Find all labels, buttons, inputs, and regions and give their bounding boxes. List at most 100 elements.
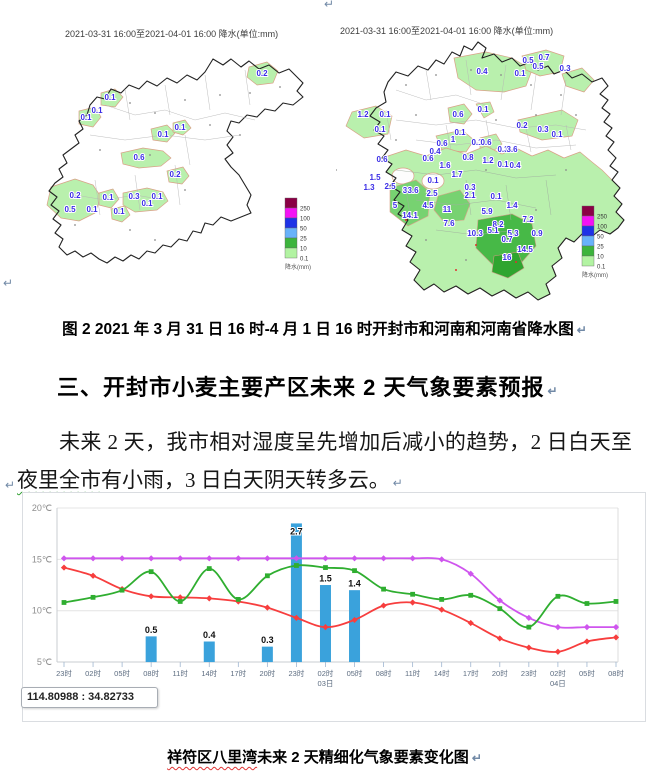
left-map-value-labels: 0.10.10.10.10.10.20.60.20.5 0.10.1 0.30.10… [63,68,269,217]
svg-text:0.7: 0.7 [501,235,513,244]
svg-text:2.1: 2.1 [464,191,476,200]
henan-precip-map: 2021-03-31 16:00至2021-04-01 16:00 降水(单位:… [336,25,625,301]
forecast-paragraph: 未来 2 天，我市相对湿度呈先增加后减小的趋势，2 日白天至夜里全市有小雨，3 … [17,423,632,502]
svg-text:7.6: 7.6 [443,219,455,228]
svg-text:0.1: 0.1 [471,138,483,147]
svg-text:0.3: 0.3 [497,145,509,154]
left-map-county-lines [74,69,256,216]
svg-text:3.6: 3.6 [506,145,518,154]
weather-chart-canvas: 20℃ 15℃ 10℃ 5℃ 23时 02时 05时 08时 11时 14时 17时 20时 23时 02… [32,503,625,688]
svg-text:0.1: 0.1 [141,199,153,208]
svg-text:03日: 03日 [318,679,334,688]
svg-text:降水(mm): 降水(mm) [582,271,608,279]
svg-text:0.3: 0.3 [128,192,140,201]
svg-text:0.1: 0.1 [551,130,563,139]
chart-caption: 祥符区八里湾未来 2 天精细化气象要素变化图 ↵ [0,746,649,767]
svg-text:0.5: 0.5 [532,62,544,71]
paragraph-mark: ↵ [392,476,403,490]
section-heading-text: 三、开封市小麦主要产区未来 2 天气象要素预报 [57,375,545,401]
svg-text:降水(mm): 降水(mm) [285,263,311,271]
svg-text:0.3: 0.3 [537,125,549,134]
svg-text:0.1: 0.1 [597,265,606,271]
svg-text:0.5: 0.5 [522,56,534,65]
svg-text:0.6: 0.6 [133,153,145,162]
svg-text:0.3: 0.3 [559,64,571,73]
svg-text:0.4: 0.4 [509,161,521,170]
svg-text:14.5: 14.5 [517,245,533,254]
svg-text:1.5: 1.5 [369,173,381,182]
svg-text:5.1: 5.1 [487,226,499,235]
svg-text:0.4: 0.4 [476,67,488,76]
svg-text:0.5: 0.5 [145,625,158,635]
svg-text:0.1: 0.1 [490,192,502,201]
svg-text:0.2: 0.2 [169,170,181,179]
svg-text:23时: 23时 [288,668,304,678]
svg-text:100: 100 [597,225,608,231]
svg-text:1.7: 1.7 [451,170,463,179]
svg-text:20℃: 20℃ [32,503,52,513]
svg-text:4.5: 4.5 [422,201,434,210]
svg-text:04日: 04日 [550,679,566,688]
right-map-county-lines-south [395,169,557,236]
paragraph-mark: ↵ [5,478,16,492]
svg-text:10℃: 10℃ [32,606,52,616]
paragraph-mark: ↵ [324,0,335,11]
svg-text:0.6: 0.6 [376,155,388,164]
right-map-value-labels: 0.5 0.70.5 0.30.10.41.2 0.10.10.60.10.2 0.30… [356,52,572,263]
svg-text:23时: 23时 [56,668,72,678]
svg-text:17时: 17时 [230,668,246,678]
right-map-boundary [369,41,625,301]
svg-text:08时: 08时 [608,668,624,678]
svg-text:0.1: 0.1 [300,257,309,263]
svg-text:11: 11 [443,205,452,214]
forecast-text-spellcheck: 夜里全市 [17,468,101,492]
svg-text:11时: 11时 [173,668,189,678]
svg-text:3: 3 [403,186,408,195]
kaifeng-precip-map: 2021-03-31 16:00至2021-04-01 16:00 降水(单位:… [46,28,311,271]
svg-text:2.5: 2.5 [384,182,396,191]
svg-text:05时: 05时 [114,668,130,678]
svg-text:100: 100 [300,217,311,223]
svg-text:250: 250 [597,215,608,221]
svg-text:0.7: 0.7 [538,53,550,62]
paragraph-mark: ↵ [3,276,14,290]
svg-text:50: 50 [597,235,604,241]
svg-text:5.3: 5.3 [507,229,519,238]
svg-text:14时: 14时 [434,668,450,678]
svg-text:1.2: 1.2 [482,156,494,165]
svg-text:10: 10 [300,247,307,253]
svg-text:14.1: 14.1 [402,211,418,220]
right-map-place-dots [336,69,577,271]
left-map-title: 2021-03-31 16:00至2021-04-01 16:00 降水(单位:… [65,28,278,39]
left-map-legend: 250 100 50 25 10 0.1降水(mm) [284,197,311,271]
section-heading: 三、开封市小麦主要产区未来 2 天气象要素预报 ↵ [57,370,559,402]
svg-text:25: 25 [597,245,604,251]
precipitation-maps-figure: 2021-03-31 16:00至2021-04-01 16:00 降水(单位:… [0,0,649,301]
svg-text:0.4: 0.4 [203,630,216,640]
svg-text:11时: 11时 [405,668,421,678]
svg-text:0.8: 0.8 [462,153,474,162]
svg-text:0.1: 0.1 [91,106,103,115]
svg-text:0.5: 0.5 [64,205,76,214]
svg-text:0.3: 0.3 [261,635,274,645]
right-map-rain-areas [345,49,625,301]
svg-text:02时: 02时 [550,668,566,678]
svg-text:0.6: 0.6 [422,154,434,163]
svg-text:1.2: 1.2 [357,110,369,119]
svg-text:0.2: 0.2 [69,191,81,200]
svg-text:2.5: 2.5 [426,189,438,198]
chart-coordinates-tooltip: 114.80988 : 34.82733 [21,687,158,708]
forecast-text: 未来 2 天，我市相对湿度呈先增加后减小的趋势，2 日白天至 [59,430,632,454]
svg-text:0.3: 0.3 [464,183,476,192]
svg-text:2.7: 2.7 [290,526,303,536]
svg-text:08时: 08时 [143,668,159,678]
svg-text:5℃: 5℃ [37,657,52,667]
svg-text:1: 1 [451,135,456,144]
chart-caption-place: 祥符区八里湾 [167,749,258,766]
weather-elements-chart: 20℃ 15℃ 10℃ 5℃ 23时 02时 05时 08时 11时 14时 17时 20时 23时 02… [21,492,646,722]
figure2-caption-text: 图 2 2021 年 3 月 31 日 16 时-4 月 1 日 16 时开封市… [62,320,574,338]
svg-text:0.6: 0.6 [452,110,464,119]
svg-text:0.1: 0.1 [477,105,489,114]
paragraph-mark: ↵ [547,384,559,399]
